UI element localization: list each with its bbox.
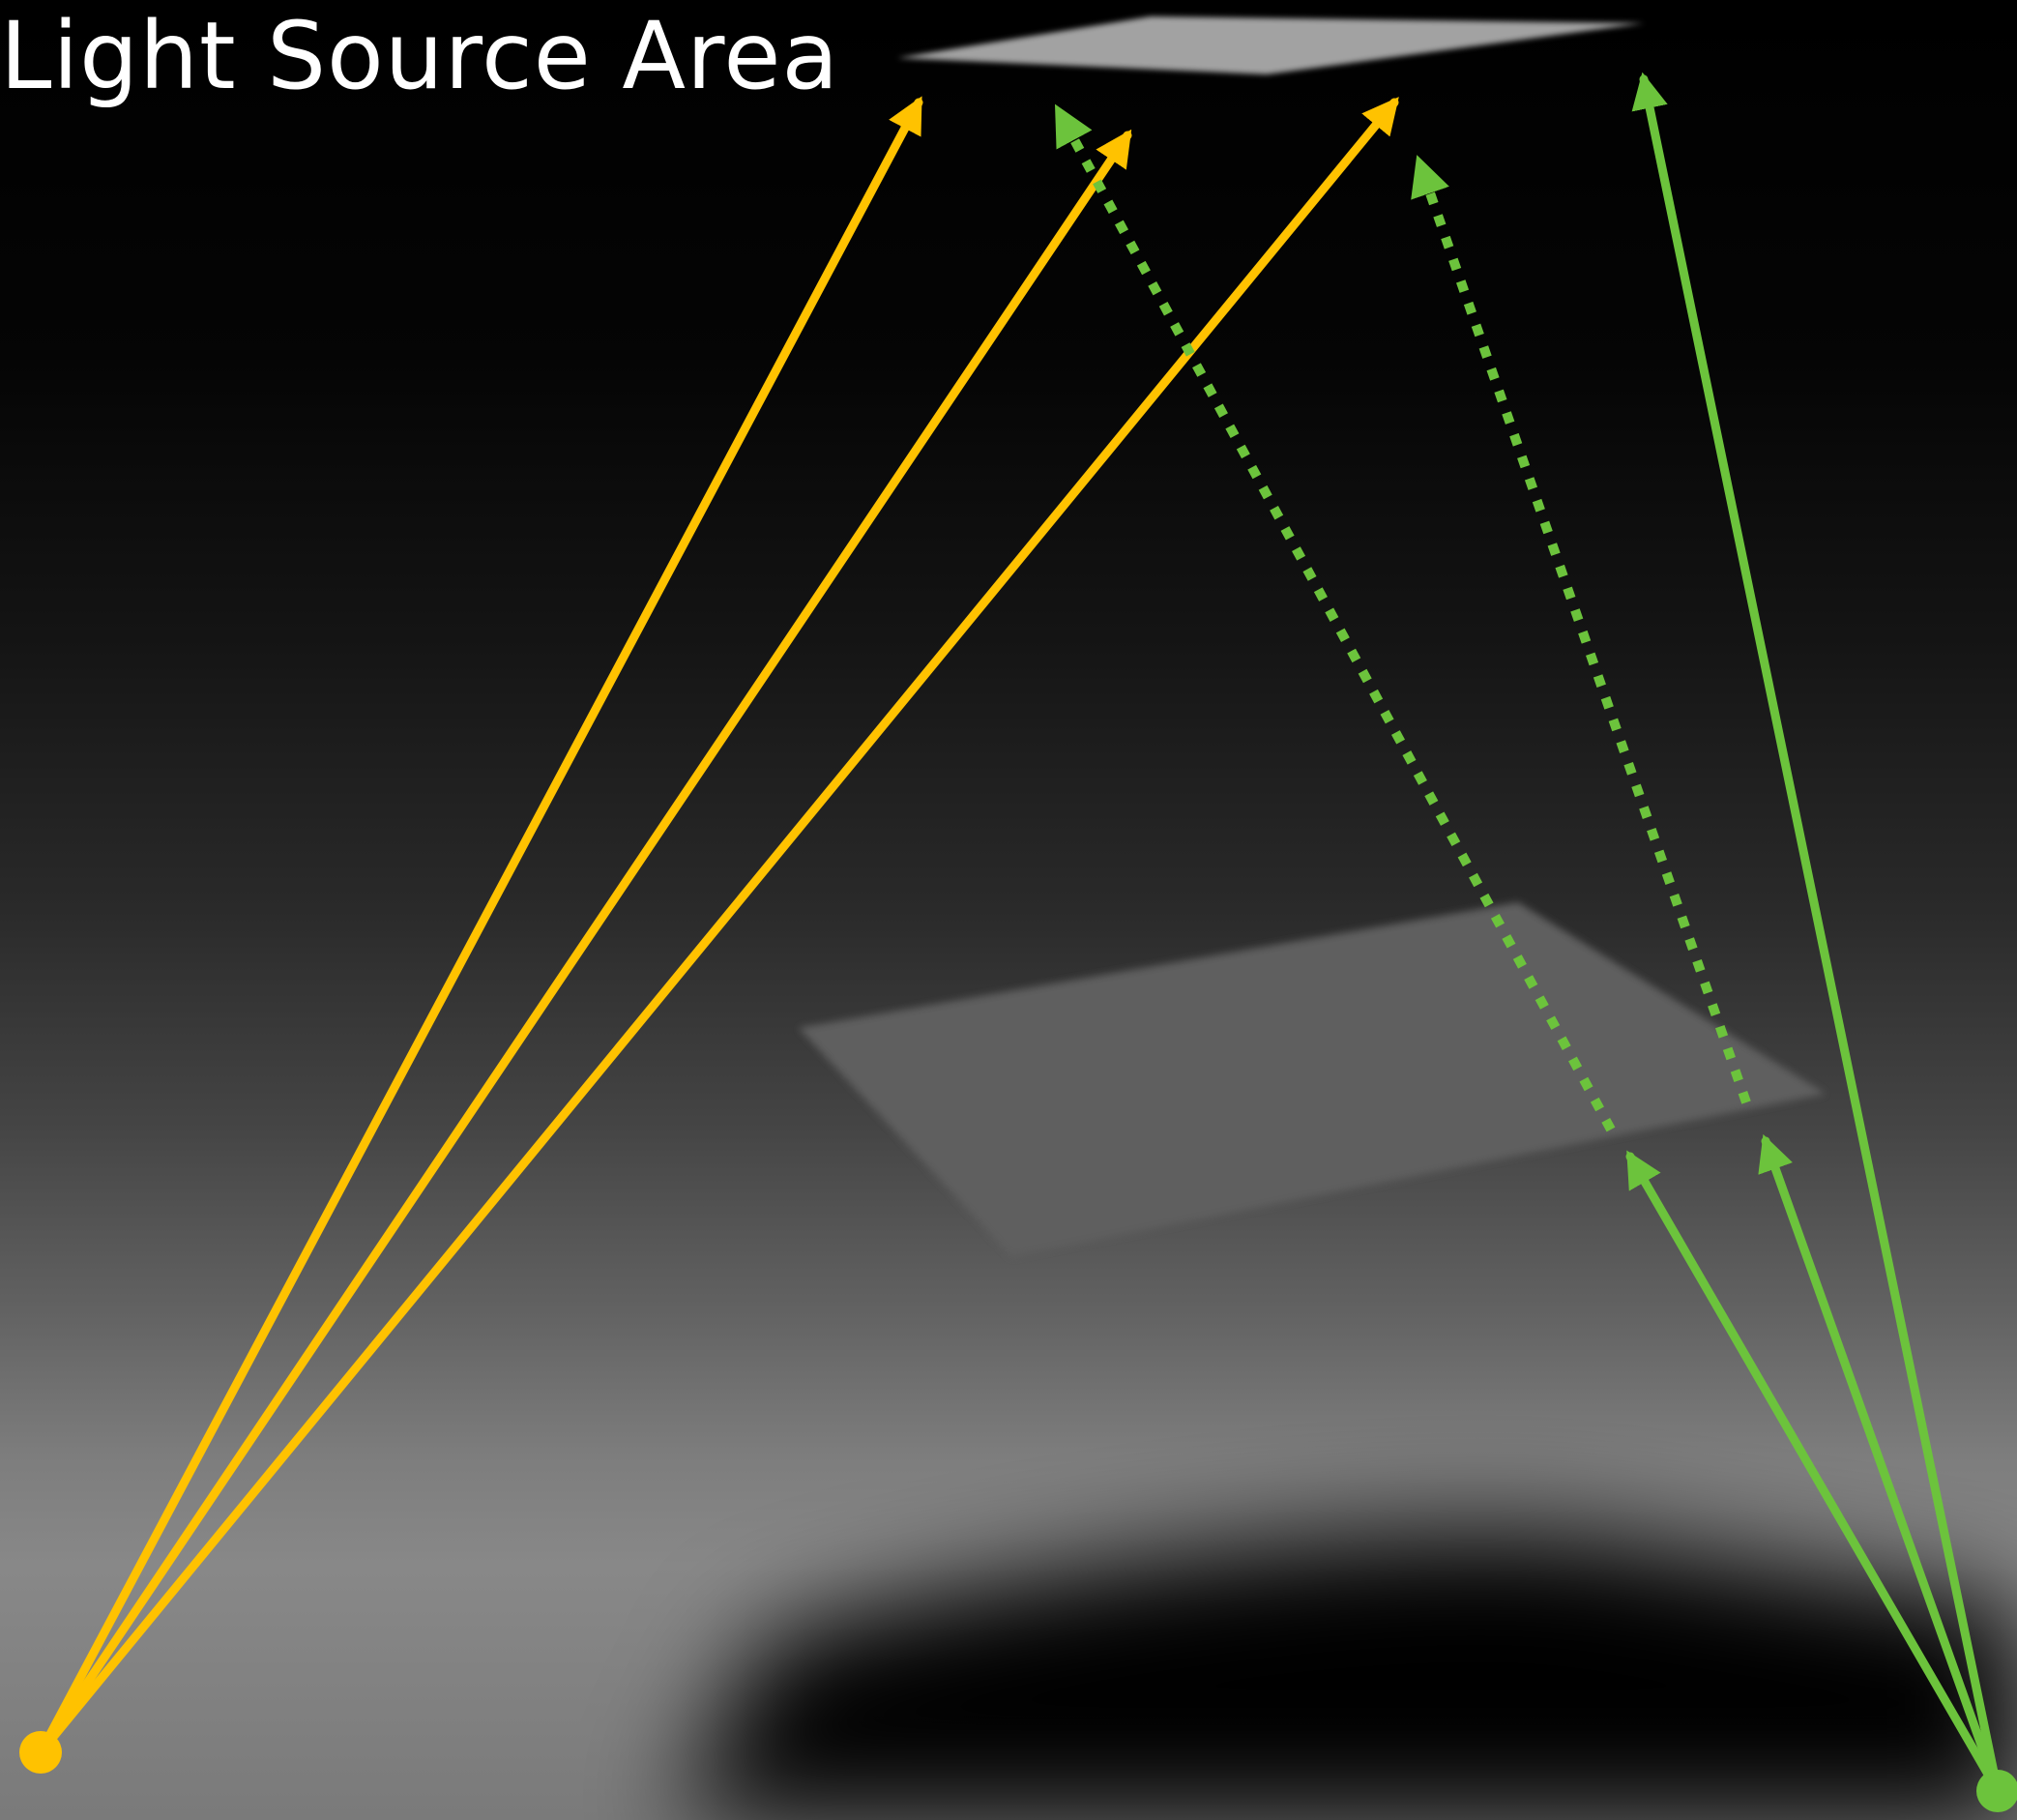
light-ray-3 (36, 97, 1399, 1757)
blocked-ray-1 (1054, 103, 1616, 1132)
shadow-ray-2 (1758, 1133, 2002, 1796)
shadow-ray-1 (1625, 1150, 2002, 1796)
light-source-plane (897, 16, 1644, 74)
light-ray-1 (36, 96, 923, 1757)
light-source-area-label: Light Source Area (0, 2, 840, 110)
shadow-ray-3 (1631, 72, 2002, 1796)
blocked-ray-2 (1411, 155, 1751, 1104)
occluder-plane (799, 902, 1826, 1257)
cast-shadow (677, 1532, 2017, 1820)
shadow-ray-origin-point (1976, 1770, 2017, 1812)
light-ray-origin-point (19, 1731, 62, 1774)
light-ray-2 (36, 129, 1132, 1757)
